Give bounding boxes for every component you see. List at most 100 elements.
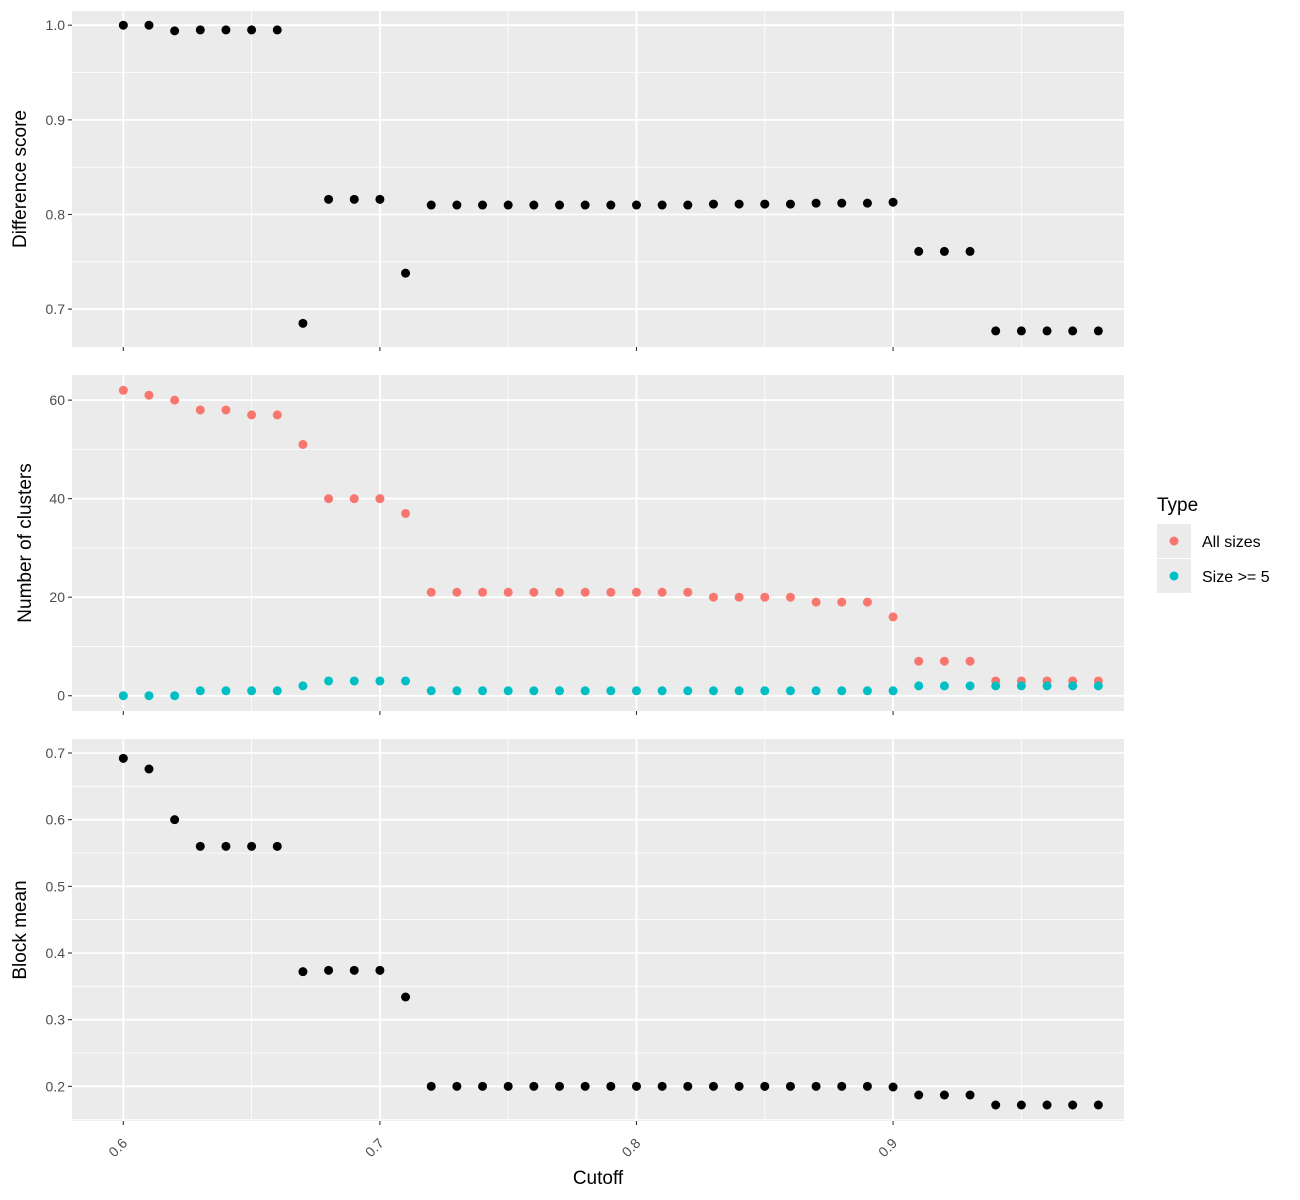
block-mean-axis-title: Block mean: [10, 880, 31, 979]
point-size-5: [965, 681, 975, 691]
x-axis-title: Cutoff: [573, 1168, 624, 1189]
point: [1093, 326, 1103, 336]
point-all-sizes: [965, 656, 975, 666]
point: [965, 246, 975, 256]
point: [631, 200, 641, 210]
block-mean-points: [118, 753, 1103, 1110]
point-all-sizes: [580, 587, 590, 597]
number-of-clusters-axis-title: Number of clusters: [15, 463, 36, 622]
point: [452, 200, 462, 210]
point-size-5: [734, 686, 744, 696]
point: [734, 199, 744, 209]
point-all-sizes: [221, 405, 231, 415]
point: [708, 1081, 718, 1091]
point-all-sizes: [426, 587, 436, 597]
point: [1068, 326, 1078, 336]
point-size-5: [1093, 681, 1103, 691]
point: [862, 1081, 872, 1091]
number-of-clusters-x-ticks: [122, 711, 894, 715]
difference-score-x-ticks: [122, 347, 894, 351]
point: [529, 200, 539, 210]
point: [401, 992, 411, 1002]
point: [349, 965, 359, 975]
point-all-sizes: [452, 587, 462, 597]
point-size-5: [683, 686, 693, 696]
y-tick-label: 1.0: [46, 17, 66, 33]
point: [862, 198, 872, 208]
point: [991, 326, 1001, 336]
point: [503, 1081, 513, 1091]
difference-score-y-ticks: 0.7 0.8 0.9 1.0: [46, 17, 72, 317]
point-size-5: [837, 686, 847, 696]
point: [888, 1082, 898, 1092]
point: [170, 815, 180, 825]
point: [914, 1090, 924, 1100]
point: [118, 753, 128, 763]
legend-label-all-sizes: All sizes: [1202, 534, 1261, 551]
point: [144, 20, 154, 30]
point: [324, 965, 334, 975]
point: [837, 1081, 847, 1091]
point-all-sizes: [811, 597, 821, 607]
y-tick-label: 0.2: [46, 1078, 66, 1094]
point: [195, 25, 205, 35]
point: [760, 1081, 770, 1091]
point-size-5: [170, 691, 180, 701]
point-size-5: [221, 686, 231, 696]
y-tick-label: 0.7: [46, 301, 66, 317]
point: [683, 200, 693, 210]
point-size-5: [939, 681, 949, 691]
difference-score-axis-title: Difference score: [10, 110, 31, 248]
point-all-sizes: [118, 385, 128, 395]
point-all-sizes: [349, 494, 359, 504]
point: [657, 1081, 667, 1091]
point-size-5: [426, 686, 436, 696]
point-size-5: [991, 681, 1001, 691]
point-size-5: [785, 686, 795, 696]
point: [426, 200, 436, 210]
point: [785, 199, 795, 209]
point-size-5: [580, 686, 590, 696]
point-size-5: [375, 676, 385, 686]
point-all-sizes: [785, 592, 795, 602]
point: [811, 198, 821, 208]
point-all-sizes: [734, 592, 744, 602]
point-all-sizes: [606, 587, 616, 597]
point-all-sizes: [170, 395, 180, 405]
point-all-sizes: [324, 494, 334, 504]
block-mean-grid: [72, 739, 1124, 1121]
point-size-5: [349, 676, 359, 686]
point: [426, 1081, 436, 1091]
point-size-5: [247, 686, 257, 696]
number-of-clusters-points: [118, 385, 1103, 701]
point-size-5: [760, 686, 770, 696]
point-all-sizes: [939, 656, 949, 666]
y-tick-label: 0.4: [46, 945, 66, 961]
point-all-sizes: [298, 439, 308, 449]
point-all-sizes: [555, 587, 565, 597]
point-size-5: [195, 686, 205, 696]
point-size-5: [118, 691, 128, 701]
point: [837, 198, 847, 208]
point: [247, 841, 257, 851]
point-all-sizes: [503, 587, 513, 597]
point-all-sizes: [401, 508, 411, 518]
y-tick-label: 40: [49, 491, 65, 507]
legend-marker-all-sizes: [1169, 536, 1179, 546]
point: [221, 25, 231, 35]
point-size-5: [811, 686, 821, 696]
point-all-sizes: [837, 597, 847, 607]
point: [324, 194, 334, 204]
number-of-clusters-y-ticks: 0 20 40 60: [49, 392, 72, 704]
point: [606, 200, 616, 210]
difference-score-grid: [72, 11, 1124, 347]
point: [170, 26, 180, 36]
point-all-sizes: [862, 597, 872, 607]
y-tick-label: 0.7: [46, 745, 66, 761]
point: [580, 200, 590, 210]
point-size-5: [452, 686, 462, 696]
legend: Type All sizes Size >= 5: [1157, 495, 1270, 593]
point: [965, 1090, 975, 1100]
point: [1016, 326, 1026, 336]
